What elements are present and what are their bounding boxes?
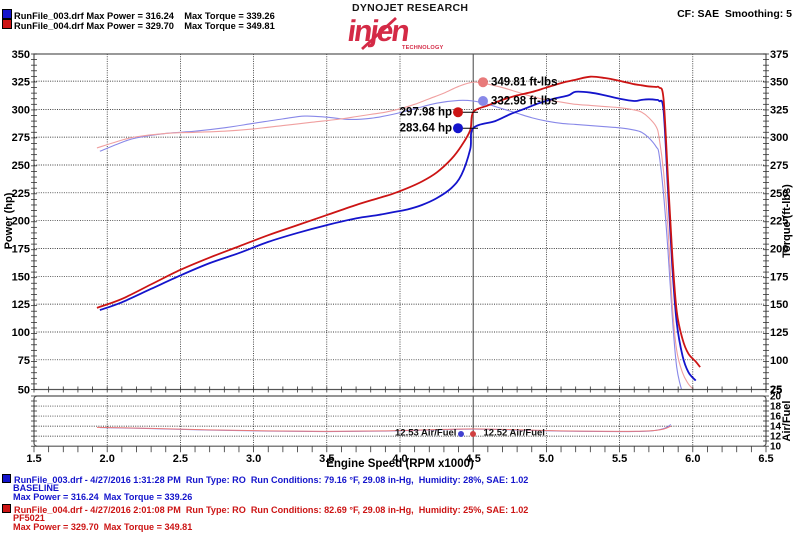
svg-text:TECHNOLOGY: TECHNOLOGY xyxy=(402,45,444,51)
svg-text:350: 350 xyxy=(770,77,788,89)
svg-text:332.98 ft-lbs: 332.98 ft-lbs xyxy=(491,96,557,108)
svg-text:350: 350 xyxy=(12,49,30,61)
svg-text:325: 325 xyxy=(12,77,30,89)
svg-text:250: 250 xyxy=(12,160,30,172)
svg-text:297.98 hp: 297.98 hp xyxy=(400,107,452,119)
svg-text:300: 300 xyxy=(12,105,30,117)
svg-text:325: 325 xyxy=(770,105,788,117)
svg-text:125: 125 xyxy=(770,327,788,339)
svg-text:Power (hp): Power (hp) xyxy=(3,192,15,249)
svg-text:100: 100 xyxy=(12,327,30,339)
svg-text:5.5: 5.5 xyxy=(612,453,627,465)
svg-text:50: 50 xyxy=(18,384,30,396)
svg-text:1.5: 1.5 xyxy=(26,453,41,465)
svg-text:Torque (ft-lbs): Torque (ft-lbs) xyxy=(781,184,793,258)
svg-text:injen: injen xyxy=(346,15,411,48)
svg-text:10: 10 xyxy=(770,442,782,453)
svg-text:125: 125 xyxy=(12,299,30,311)
svg-text:2.5: 2.5 xyxy=(173,453,188,465)
svg-text:283.64 hp: 283.64 hp xyxy=(400,123,452,135)
svg-text:Engine Speed (RPM x1000): Engine Speed (RPM x1000) xyxy=(326,458,474,470)
svg-text:175: 175 xyxy=(770,271,788,283)
svg-text:6.5: 6.5 xyxy=(758,453,773,465)
svg-text:300: 300 xyxy=(770,132,788,144)
svg-text:5.0: 5.0 xyxy=(539,453,554,465)
svg-text:100: 100 xyxy=(770,355,788,367)
svg-text:12.52 Air/Fuel: 12.52 Air/Fuel xyxy=(484,428,545,439)
svg-text:275: 275 xyxy=(12,132,30,144)
svg-text:Air/Fuel: Air/Fuel xyxy=(781,401,793,442)
svg-text:3.0: 3.0 xyxy=(246,453,261,465)
svg-text:75: 75 xyxy=(18,355,30,367)
svg-text:12.53 Air/Fuel: 12.53 Air/Fuel xyxy=(395,428,456,439)
svg-text:150: 150 xyxy=(12,271,30,283)
svg-text:150: 150 xyxy=(770,299,788,311)
svg-text:375: 375 xyxy=(770,49,788,61)
svg-text:6.0: 6.0 xyxy=(685,453,700,465)
svg-text:275: 275 xyxy=(770,160,788,172)
svg-text:349.81 ft-lbs: 349.81 ft-lbs xyxy=(491,77,557,89)
svg-text:2.0: 2.0 xyxy=(100,453,115,465)
